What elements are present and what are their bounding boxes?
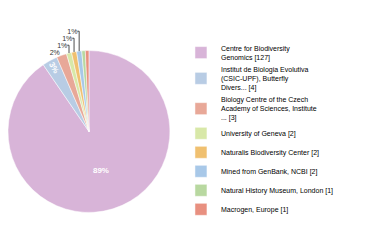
svg-text:3%: 3%	[47, 61, 60, 75]
svg-text:1%: 1%	[67, 28, 77, 35]
svg-text:89%: 89%	[93, 166, 109, 175]
svg-text:Centre for BiodiversityGenomic: Centre for BiodiversityGenomics [127]	[221, 45, 290, 62]
svg-text:1%: 1%	[57, 42, 67, 49]
svg-text:Mined from GenBank, NCBI [2]: Mined from GenBank, NCBI [2]	[221, 168, 318, 176]
svg-text:University of Geneva [2]: University of Geneva [2]	[221, 130, 296, 138]
svg-text:Biology Centre of the CzechAca: Biology Centre of the CzechAcademy of Sc…	[221, 96, 317, 122]
svg-text:1%: 1%	[62, 35, 72, 42]
svg-text:Macrogen, Europe [1]: Macrogen, Europe [1]	[221, 206, 288, 214]
svg-text:2%: 2%	[50, 49, 60, 56]
svg-text:Natural History Museum, London: Natural History Museum, London [1]	[221, 187, 333, 195]
svg-text:Institut de Biologia Evolutiva: Institut de Biologia Evolutiva(CSIC-UPF)…	[221, 66, 309, 92]
svg-text:Naturalis Biodiversity Center: Naturalis Biodiversity Center [2]	[221, 149, 319, 157]
